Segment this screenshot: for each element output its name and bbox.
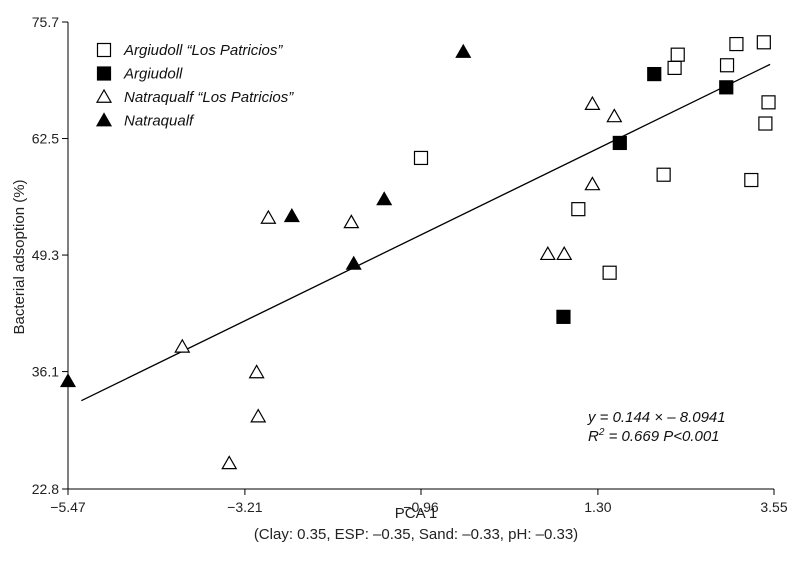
data-point-square-open <box>729 36 744 52</box>
data-point-triangle-open <box>248 364 265 379</box>
data-point-triangle-open <box>343 214 360 229</box>
x-tick-label: −3.21 <box>227 499 263 515</box>
x-tick-label: −5.47 <box>50 499 86 515</box>
data-point-square-open <box>656 167 671 182</box>
r2-prefix: R <box>588 428 599 445</box>
data-point-square-open <box>413 150 429 166</box>
data-point-square-filled <box>719 80 734 95</box>
data-point-square-filled <box>556 309 571 324</box>
data-point-square-open <box>719 58 735 73</box>
y-tick-label: 22.8 <box>32 481 59 497</box>
r2-rest: = 0.669 P<0.001 <box>604 428 719 445</box>
data-point-triangle-open <box>556 245 573 261</box>
data-point-triangle-open <box>584 176 601 191</box>
r-squared-annotation: R2 = 0.669 P<0.001 <box>588 427 720 445</box>
data-point-square-open <box>667 60 682 76</box>
x-tick-label: 1.30 <box>584 499 611 515</box>
legend-marker-square-open <box>96 42 112 58</box>
y-tick-label: 75.7 <box>32 14 59 30</box>
x-axis-subtitle: (Clay: 0.35, ESP: –0.35, Sand: –0.33, pH… <box>254 526 578 543</box>
legend-label: Argiudoll <box>123 66 183 83</box>
regression-equation: y = 0.144 × – 8.0941 <box>587 409 726 426</box>
y-tick-label: 62.5 <box>32 131 59 147</box>
data-point-square-open <box>756 35 771 50</box>
legend: Argiudoll “Los Patricios” Argiudoll Natraq… <box>95 42 294 130</box>
y-tick-label: 36.1 <box>32 364 59 380</box>
data-point-square-filled <box>612 135 627 151</box>
data-point-square-open <box>761 95 776 110</box>
regression-line <box>81 63 771 402</box>
data-point-triangle-open <box>606 108 623 123</box>
data-point-triangle-open <box>221 455 238 470</box>
data-point-triangle-open <box>260 209 277 224</box>
y-axis-title: Bacterial adsoption (%) <box>11 179 28 334</box>
regression-line-group <box>81 63 771 402</box>
x-tick-label: −0.96 <box>403 499 439 515</box>
x-tick-label: 3.55 <box>760 499 787 515</box>
legend-marker-triangle-open <box>95 88 113 103</box>
axes: 22.8 36.1 49.3 62.5 75.7 −5.47 −3.21 −0.96 1.30 3… <box>32 14 788 515</box>
y-tick-label: 49.3 <box>32 247 59 263</box>
data-point-square-open <box>571 202 586 217</box>
x-axis-title: PCA 1 <box>395 505 438 522</box>
data-point-triangle-filled <box>59 373 77 388</box>
data-point-triangle-filled <box>345 255 362 270</box>
data-point-square-open <box>758 116 773 131</box>
legend-marker-square-filled <box>96 66 112 81</box>
data-point-triangle-open <box>539 245 556 261</box>
r2-superscript: 2 <box>598 427 605 438</box>
data-point-square-filled <box>647 66 662 82</box>
data-point-square-open <box>602 265 617 280</box>
legend-marker-triangle-filled <box>95 112 113 127</box>
data-point-triangle-filled <box>283 208 300 223</box>
data-point-triangle-open <box>584 95 601 110</box>
legend-label: Argiudoll “Los Patricios” <box>123 42 283 59</box>
data-point-square-open <box>744 172 759 188</box>
data-point-triangle-open <box>250 408 267 423</box>
data-points <box>59 35 776 470</box>
legend-label: Natraqualf “Los Patricios” <box>124 89 294 106</box>
legend-label: Natraqualf <box>124 113 195 130</box>
data-point-triangle-filled <box>455 43 472 58</box>
data-point-square-open <box>670 47 685 62</box>
data-point-triangle-filled <box>376 191 393 206</box>
data-point-triangle-open <box>174 338 191 353</box>
